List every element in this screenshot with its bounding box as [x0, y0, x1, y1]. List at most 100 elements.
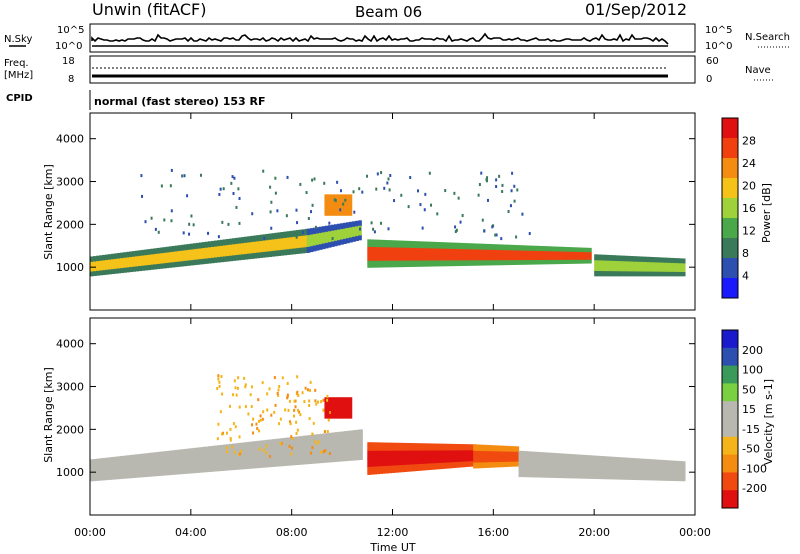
data-cell [342, 194, 347, 216]
data-cell [515, 245, 520, 251]
data-cell [261, 417, 264, 421]
data-cell [356, 444, 360, 453]
data-cell [588, 251, 592, 256]
data-cell [548, 458, 553, 466]
data-cell [609, 456, 613, 463]
data-cell [117, 456, 121, 463]
data-cell [217, 235, 220, 239]
data-cell [569, 247, 574, 252]
data-cell [144, 453, 149, 460]
data-cell [295, 247, 300, 254]
data-cell [513, 199, 516, 203]
data-cell [497, 461, 501, 468]
data-cell [585, 259, 589, 264]
data-cell [318, 237, 323, 245]
data-cell [660, 459, 665, 466]
data-cell [585, 247, 589, 253]
data-cell [347, 445, 351, 454]
data-cell [171, 251, 176, 258]
data-cell [165, 262, 170, 269]
data-cell [409, 450, 414, 458]
data-cell [328, 221, 331, 225]
data-cell [476, 456, 480, 463]
data-cell [576, 472, 580, 479]
data-cell [117, 461, 121, 469]
data-cell [521, 463, 526, 471]
data-cell [579, 259, 583, 264]
data-cell [268, 239, 273, 246]
data-cell [339, 194, 344, 216]
data-cell [225, 446, 228, 450]
data-cell [666, 257, 671, 263]
data-cell [274, 452, 279, 460]
data-cell [648, 261, 653, 267]
data-cell [651, 266, 656, 272]
data-cell [506, 254, 511, 261]
data-cell [129, 251, 133, 258]
data-cell [654, 464, 659, 471]
data-cell [609, 265, 613, 272]
data-cell [497, 244, 501, 251]
data-cell [612, 467, 616, 474]
data-cell [250, 448, 254, 456]
data-cell [379, 239, 384, 248]
data-cell [651, 459, 656, 466]
data-cell [467, 455, 471, 462]
data-cell [281, 376, 284, 380]
data-cell [117, 252, 121, 259]
data-cell [235, 243, 239, 250]
data-cell [576, 255, 580, 260]
data-cell [511, 171, 514, 175]
data-cell [515, 461, 520, 467]
data-cell [277, 249, 282, 256]
nsky-panel: N.Sky 10^5 10^0 10^5 10^0 N.Search [4, 23, 790, 53]
data-cell [201, 453, 206, 460]
data-cell [283, 458, 288, 466]
data-cell [114, 253, 118, 259]
data-cell [624, 457, 629, 464]
data-cell [286, 451, 291, 459]
data-cell [397, 450, 402, 458]
data-cell [509, 254, 514, 261]
data-cell [327, 418, 330, 422]
data-cell [312, 244, 317, 252]
data-cell [636, 261, 641, 267]
data-cell [96, 458, 100, 465]
data-cell [527, 464, 532, 471]
data-cell [328, 447, 333, 456]
data-cell [313, 448, 318, 457]
data-cell [180, 449, 185, 456]
station-title: Unwin (fitACF) [92, 0, 206, 19]
data-cell [296, 375, 299, 379]
data-cell [615, 265, 619, 272]
data-cell [467, 259, 471, 266]
data-cell [271, 459, 276, 467]
data-cell [314, 225, 317, 229]
data-cell [582, 259, 586, 264]
data-cell [500, 254, 505, 261]
data-cell [330, 240, 335, 247]
data-cell [400, 457, 405, 466]
data-cell [675, 470, 680, 477]
data-cell [642, 266, 647, 272]
data-cell [367, 253, 371, 261]
data-cell [455, 242, 459, 250]
data-cell [307, 216, 310, 220]
data-cell [560, 250, 565, 256]
data-cell [385, 465, 390, 474]
data-cell [313, 177, 316, 181]
data-cell [654, 257, 659, 263]
data-cell [322, 450, 325, 454]
data-cell [594, 259, 598, 266]
data-cell [120, 252, 124, 259]
data-cell [497, 445, 501, 452]
data-cell [624, 468, 629, 475]
data-cell [96, 260, 100, 266]
data-cell [259, 251, 264, 258]
data-cell [111, 468, 115, 475]
data-cell [356, 452, 360, 461]
data-cell [597, 455, 601, 463]
data-cell [292, 443, 297, 452]
data-cell [358, 230, 362, 236]
data-cell [524, 470, 529, 478]
